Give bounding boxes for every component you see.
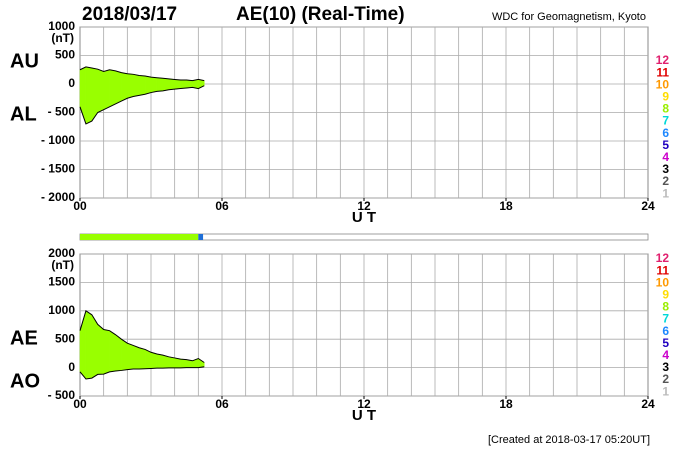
band-fill [162,78,169,92]
station-count-label: 4 [662,150,669,164]
station-count-label: 12 [656,251,670,265]
band-fill [121,72,128,102]
status-segment [198,234,204,240]
band-fill [133,74,140,97]
band-fill [174,357,181,369]
station-count-label: 9 [662,89,669,103]
band-fill [180,79,187,89]
y-tick-label: 1500 [48,275,75,289]
series-label: AU [10,50,39,72]
band-fill [115,334,122,372]
band-fill [156,77,164,92]
y-unit: (nT) [51,258,74,272]
band-fill [156,353,164,369]
y-tick-label: 500 [55,48,75,62]
y-tick-label: 2000 [48,246,75,260]
x-tick-label: 00 [73,199,87,213]
x-tick-label: 00 [73,397,87,411]
station-count-label: 2 [662,174,669,188]
band-fill [109,69,116,108]
band-fill [168,78,175,90]
x-axis-label: U T [352,209,376,226]
series-line [79,310,205,363]
x-tick-label: 18 [499,397,513,411]
y-tick-label: 0 [68,76,75,90]
y-tick-label: 500 [55,331,75,345]
x-tick-label: 06 [215,397,229,411]
band-fill [168,356,175,369]
band-fill [97,68,104,113]
station-count-label: 7 [662,312,669,326]
station-count-label: 10 [656,275,670,289]
band-fill [127,73,134,99]
x-tick-label: 24 [641,397,655,411]
station-count-label: 3 [662,360,669,374]
series-label: AO [10,370,40,392]
series-line [79,85,205,125]
band-fill [109,330,116,373]
band-fill [121,338,128,371]
station-count-label: 7 [662,114,669,128]
y-tick-label: - 500 [48,388,76,402]
station-count-label: 1 [662,186,669,200]
station-count-label: 8 [662,300,669,314]
station-count-label: 5 [662,336,669,350]
y-tick-label: 1000 [48,19,75,33]
band-fill [97,323,104,375]
band-fill [133,345,140,370]
station-count-label: 4 [662,348,669,362]
band-fill [115,70,122,105]
y-unit: (nT) [51,31,74,45]
band-fill [138,347,146,370]
station-count-label: 5 [662,138,669,152]
series-line [79,366,205,380]
footer: [Created at 2018-03-17 05:20UT] [488,434,650,446]
band-fill [180,358,187,369]
x-tick-label: 06 [215,199,229,213]
date: 2018/03/17 [82,4,177,25]
station-count-label: 6 [662,324,669,338]
y-tick-label: - 500 [48,105,76,119]
band-fill [85,66,93,125]
title: AE(10) (Real-Time) [236,4,405,25]
x-axis-label: U T [352,407,376,424]
status-segment [80,234,199,240]
series-label: AL [10,103,37,125]
station-count-label: 3 [662,162,669,176]
station-count-label: 2 [662,372,669,386]
station-count-label: 11 [656,65,669,79]
station-count-label: 11 [656,263,669,277]
band-fill [103,329,110,375]
band-fill [150,76,158,93]
y-tick-label: 0 [68,360,75,374]
x-tick-label: 24 [641,199,655,213]
band-fill [103,69,110,111]
x-tick-label: 12 [357,199,371,213]
series-line [79,66,205,82]
band-fill [138,75,146,96]
x-tick-label: 18 [499,199,513,213]
station-count-label: 9 [662,287,669,301]
station-count-label: 8 [662,102,669,116]
series-label: AE [10,327,38,349]
y-tick-label: - 2000 [41,190,75,204]
y-tick-label: - 1000 [41,133,75,147]
band-fill [186,79,193,89]
source: WDC for Geomagnetism, Kyoto [492,11,646,23]
band-fill [150,351,158,369]
band-fill [91,313,98,379]
y-tick-label: 1000 [48,303,75,317]
band-fill [127,342,134,370]
band-fill [174,79,181,90]
band-fill [85,310,93,380]
band-fill [144,75,152,95]
station-count-label: 6 [662,126,669,140]
station-count-label: 10 [656,77,670,91]
station-count-label: 12 [656,53,670,67]
x-tick-label: 12 [357,397,371,411]
y-tick-label: - 1500 [41,162,75,176]
station-count-label: 1 [662,384,669,398]
